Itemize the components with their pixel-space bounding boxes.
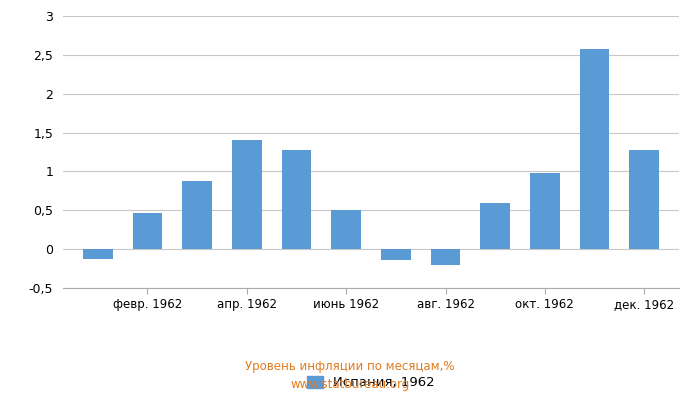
Bar bbox=[381, 249, 411, 260]
Legend: Испания, 1962: Испания, 1962 bbox=[302, 371, 440, 395]
Bar bbox=[480, 202, 510, 249]
Bar bbox=[132, 213, 162, 249]
Bar bbox=[281, 150, 312, 249]
Text: Уровень инфляции по месяцам,%: Уровень инфляции по месяцам,% bbox=[245, 360, 455, 373]
Bar bbox=[629, 150, 659, 249]
Bar bbox=[530, 173, 560, 249]
Bar bbox=[182, 181, 212, 249]
Text: www.statbureau.org: www.statbureau.org bbox=[290, 378, 410, 391]
Bar bbox=[232, 140, 262, 249]
Bar bbox=[430, 249, 461, 265]
Bar bbox=[580, 49, 610, 249]
Bar bbox=[83, 249, 113, 259]
Bar bbox=[331, 210, 361, 249]
